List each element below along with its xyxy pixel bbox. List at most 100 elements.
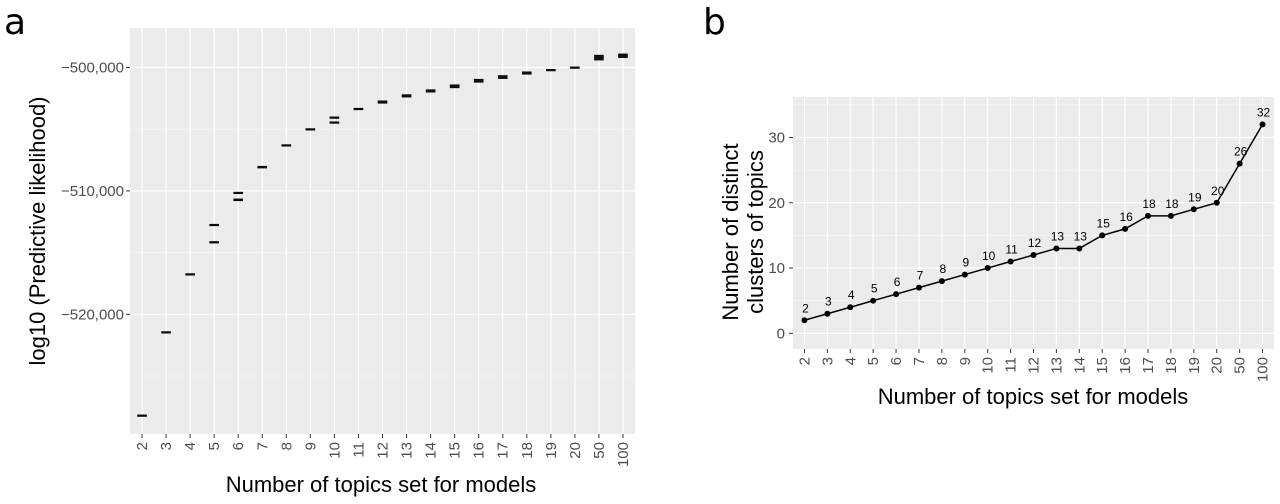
panel-a-x-tick-label: 50 [591,442,608,459]
panel-b-x-tick-label: 50 [1232,357,1249,374]
panel-a-x-axis-title: Number of topics set for models [226,472,537,497]
panel-b-x-tick-label: 6 [888,357,905,365]
panel-b-letter: b [703,2,726,43]
panel-b-x-tick-label: 20 [1209,357,1226,374]
panel-b-point [1213,199,1220,206]
panel-a-box [233,198,244,202]
panel-b-data-labels: 2 3 4 5 6 7 8 9 10 11 12 13 13 15 16 18 18 19 20 26 32 [802,105,1270,315]
panel-b-x-tick-label: 15 [1094,357,1111,374]
panel-a-box [618,53,628,58]
panel-a-x-tick-label: 9 [302,442,319,450]
panel-a-y-tick-label: −510,000 [61,183,124,200]
panel-a-box [521,71,532,75]
panel-b-y-axis-title-line-2: clusters of topics [743,150,768,314]
panel-b-point-label: 15 [1097,216,1111,230]
panel-b-point [1053,245,1060,252]
panel-a-x-tick-label: 100 [615,442,632,467]
panel-b-point [984,265,991,272]
panel-b-point [1122,225,1129,232]
panel-b-point-label: 3 [825,295,832,309]
panel-b-y-axis-title-line-1: Number of distinct [718,143,743,320]
panel-b-x-tick-label: 11 [1003,357,1020,373]
panel-a-x-tick-label: 10 [326,442,343,459]
panel-a-x-tick-label: 20 [567,442,584,459]
panel-a-letter: a [4,2,26,43]
panel-b-point [893,291,900,298]
panel-a-x-tick-label: 16 [471,442,488,459]
panel-b-point [961,271,968,278]
panel-b-point [1236,160,1243,167]
panel-b-x-tick-label: 4 [842,357,859,365]
panel-b-y-ticks: 0 10 20 30 [768,129,793,342]
panel-b-gridlines [793,97,1274,349]
panel-b-x-tick-label: 5 [865,357,882,365]
panel-b-x-tick-label: 7 [911,357,928,365]
panel-b-point [870,297,877,304]
panel-a-gridlines [130,28,635,434]
panel-b-point-label: 2 [802,301,809,315]
panel-b-point [1190,206,1197,213]
panel-a-x-tick-label: 4 [182,442,199,450]
panel-b-point [824,310,831,317]
panel-a-box [401,94,412,98]
panel-a-box [473,78,484,83]
panel-b-x-ticks: 2 3 4 5 6 7 8 9 10 11 12 13 14 15 16 17 18 19 20 50 100 [796,349,1272,382]
panel-a-y-ticks: −520,000 −510,000 −500,000 [61,59,130,323]
panel-b-point-label: 7 [917,269,924,283]
panel-a-box [161,331,171,334]
panel-b-point [1076,245,1083,252]
panel-b-point [1099,232,1106,239]
panel-a-x-tick-label: 13 [399,442,416,459]
panel-b-point-label: 20 [1211,184,1225,198]
panel-b-y-tick-label: 30 [768,129,785,146]
panel-b-point-label: 13 [1074,229,1088,243]
panel-b-point-label: 13 [1051,229,1065,243]
panel-a-box [209,241,219,244]
panel-a-box [209,223,219,227]
panel-a-box [377,100,388,104]
panel-b-point [915,284,922,291]
panel-b-point-label: 16 [1119,210,1133,224]
panel-b-x-tick-label: 3 [819,357,836,365]
panel-a-box [329,116,340,119]
panel-b-point [1007,258,1014,265]
panel-a-x-tick-label: 17 [495,442,512,459]
panel-b-point-label: 4 [848,288,855,302]
panel-a-box [449,84,460,89]
panel-a-box [546,69,556,72]
panel-b-x-tick-label: 8 [934,357,951,365]
panel-b-point-label: 5 [871,282,878,296]
panel-b-point [1145,212,1152,219]
panel-b-point-label: 26 [1234,145,1248,159]
panel-a-boxes [137,53,628,417]
panel-b-points [801,121,1266,324]
panel-b-point [847,304,854,311]
panel-a-x-tick-label: 19 [543,442,560,459]
panel-b-point [1030,251,1037,258]
panel-b-x-tick-label: 19 [1186,357,1203,374]
panel-a-box [570,66,580,69]
panel-b-x-tick-label: 14 [1071,357,1088,374]
panel-a-x-tick-label: 3 [158,442,175,450]
panel-a-box [305,128,316,131]
panel-b-point-label: 9 [962,256,969,270]
panel-a-x-tick-label: 6 [230,442,247,450]
panel-a-x-tick-label: 11 [350,442,367,458]
panel-b-point-label: 18 [1142,197,1156,211]
panel-a-x-tick-label: 2 [134,442,151,450]
panel-b-point-label: 18 [1165,197,1179,211]
panel-b-x-tick-label: 18 [1163,357,1180,374]
panel-a-y-axis-title: log10 (Predictive likelihood) [25,96,50,365]
panel-a-y-tick-label: −520,000 [61,306,124,323]
panel-b-y-tick-label: 10 [768,260,785,277]
panel-b-point-label: 12 [1028,236,1042,250]
panel-b-y-tick-label: 0 [777,325,785,342]
panel-a-x-tick-label: 12 [375,442,392,459]
panel-b-point [938,278,945,285]
panel-b-point [1167,212,1174,219]
panel-a-x-tick-label: 18 [519,442,536,459]
panel-a-box [425,89,436,93]
panel-b-point [1259,121,1266,128]
panel-a-x-tick-label: 15 [447,442,464,459]
